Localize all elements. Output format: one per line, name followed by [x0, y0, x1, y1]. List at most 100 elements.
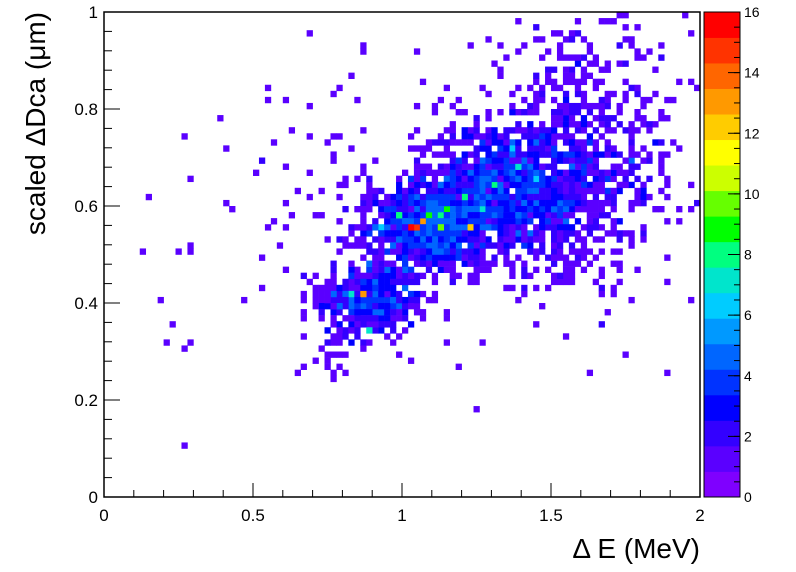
- heatmap-bin: [533, 157, 540, 164]
- heatmap-bin: [270, 139, 278, 146]
- heatmap-bin: [491, 193, 498, 201]
- heatmap-bin: [413, 175, 421, 183]
- heatmap-bin: [491, 163, 498, 170]
- heatmap-bin: [342, 315, 349, 322]
- heatmap-bin: [568, 248, 576, 255]
- heatmap-bin: [539, 175, 546, 183]
- heatmap-bin: [384, 260, 391, 267]
- heatmap-bin: [539, 139, 546, 146]
- heatmap-bin: [473, 260, 480, 267]
- heatmap-bin: [545, 66, 552, 73]
- heatmap-bin: [622, 12, 629, 19]
- heatmap-bin: [360, 278, 367, 286]
- heatmap-bin: [360, 224, 367, 231]
- heatmap-bin: [157, 296, 164, 304]
- heatmap-bin: [384, 224, 391, 231]
- heatmap-bin: [467, 42, 474, 49]
- heatmap-bin: [372, 187, 379, 195]
- heatmap-bin: [598, 18, 605, 25]
- heatmap-bin: [449, 187, 456, 195]
- heatmap-bin: [527, 175, 534, 183]
- heatmap-bin: [562, 278, 570, 286]
- heatmap-bin: [556, 133, 564, 140]
- heatmap-bin: [479, 199, 486, 207]
- heatmap-bin: [372, 327, 379, 334]
- z-tick-label: 2: [744, 428, 752, 444]
- heatmap-bin: [556, 230, 564, 237]
- heatmap-bin: [551, 151, 558, 158]
- heatmap-bin: [610, 151, 617, 158]
- heatmap-bin: [580, 96, 588, 104]
- heatmap-bin: [390, 327, 397, 334]
- heatmap-bin: [509, 212, 516, 219]
- heatmap-bin: [622, 60, 629, 67]
- heatmap-bin: [562, 66, 570, 73]
- heatmap-bin: [568, 175, 576, 183]
- heatmap-bin: [562, 236, 570, 243]
- heatmap-bin: [646, 96, 653, 104]
- heatmap-bin: [479, 260, 486, 267]
- heatmap-bin: [413, 236, 421, 243]
- heatmap-bin: [431, 187, 439, 195]
- heatmap-bin: [580, 72, 588, 79]
- heatmap-bin: [479, 145, 486, 152]
- heatmap-bin: [187, 175, 194, 183]
- heatmap-bin: [527, 84, 534, 92]
- heatmap-bin: [515, 187, 522, 195]
- heatmap-bin: [604, 90, 611, 98]
- heatmap-bin: [551, 78, 558, 86]
- heatmap-bin: [217, 115, 224, 122]
- heatmap-bin: [509, 163, 516, 170]
- color-scale-segment: [704, 420, 740, 447]
- heatmap-bin: [568, 181, 576, 189]
- heatmap-bin: [324, 303, 331, 310]
- heatmap-bin: [336, 84, 343, 92]
- x-tick-label: 1: [397, 506, 406, 525]
- heatmap-bin: [390, 260, 397, 267]
- heatmap-bin: [551, 224, 558, 231]
- heatmap-bin: [419, 230, 427, 237]
- heatmap-bin: [562, 36, 570, 43]
- heatmap-bin: [491, 218, 498, 225]
- heatmap-bin: [539, 90, 546, 98]
- heatmap-bin: [396, 272, 403, 280]
- heatmap-bin: [634, 199, 641, 207]
- heatmap-bin: [551, 199, 558, 207]
- heatmap-bin: [330, 309, 337, 316]
- heatmap-bin: [586, 109, 594, 116]
- heatmap-bin: [586, 133, 594, 140]
- heatmap-bin: [592, 78, 599, 86]
- heatmap-bin: [610, 284, 617, 292]
- heatmap-bin: [479, 242, 486, 249]
- z-tick-label: 10: [744, 186, 760, 202]
- heatmap-bin: [545, 181, 552, 189]
- heatmap-bin: [533, 266, 540, 273]
- heatmap-bin: [568, 145, 576, 152]
- heatmap-bin: [580, 127, 588, 134]
- heatmap-bin: [533, 133, 540, 140]
- heatmap-bin: [378, 327, 385, 334]
- heatmap-bin: [467, 175, 474, 183]
- heatmap-bin: [610, 199, 617, 207]
- heatmap-bin: [539, 248, 546, 255]
- heatmap-bin: [592, 175, 599, 183]
- heatmap-bin: [443, 139, 450, 146]
- heatmap-bin: [497, 187, 504, 195]
- heatmap-bin: [628, 157, 635, 164]
- heatmap-bin: [515, 254, 522, 261]
- heatmap-bin: [646, 127, 653, 134]
- heatmap-bin: [402, 266, 409, 273]
- heatmap-bin: [521, 260, 528, 267]
- heatmap-bin: [306, 30, 313, 37]
- heatmap-bin: [449, 199, 456, 207]
- heatmap-bin: [491, 206, 498, 213]
- heatmap-bin: [479, 139, 486, 146]
- heatmap-bin: [455, 206, 462, 213]
- heatmap-bin: [354, 290, 361, 298]
- heatmap-bin: [616, 42, 623, 49]
- heatmap-bin: [574, 181, 582, 189]
- heatmap-bin: [533, 151, 540, 158]
- heatmap-bin: [610, 90, 617, 98]
- heatmap-bin: [467, 206, 474, 213]
- heatmap-bin: [348, 284, 355, 292]
